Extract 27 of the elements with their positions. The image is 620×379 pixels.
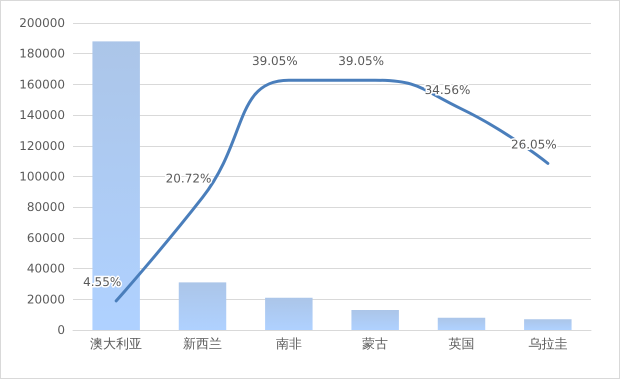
data-label: 34.56% <box>424 82 470 97</box>
data-label: 39.05% <box>338 54 384 68</box>
data-label: 20.72% <box>166 171 212 186</box>
x-tick-label: 澳大利亚 <box>90 337 142 352</box>
y-tick-label: 180000 <box>19 46 65 61</box>
y-tick-label: 140000 <box>19 108 65 122</box>
x-tick-label: 蒙古 <box>362 337 388 352</box>
data-label: 39.05% <box>252 54 298 68</box>
x-tick-label: 新西兰 <box>183 337 222 352</box>
y-tick-label: 40000 <box>26 262 65 276</box>
x-tick-label: 南非 <box>276 337 302 352</box>
bar <box>524 319 572 330</box>
y-tick-label: 0 <box>57 323 65 337</box>
bar <box>351 310 399 330</box>
y-tick-label: 160000 <box>19 77 65 92</box>
y-tick-label: 120000 <box>19 138 65 153</box>
x-tick-label: 乌拉圭 <box>528 337 568 352</box>
bar <box>438 318 486 330</box>
y-tick-label: 20000 <box>26 292 65 306</box>
bar <box>178 282 226 330</box>
x-tick-label: 英国 <box>448 337 474 352</box>
y-tick-label: 80000 <box>26 200 65 214</box>
bar <box>265 298 313 330</box>
y-tick-label: 100000 <box>19 170 65 184</box>
y-tick-label: 60000 <box>26 230 65 245</box>
data-label: 4.55% <box>83 274 122 289</box>
y-tick-label: 200000 <box>19 16 65 30</box>
